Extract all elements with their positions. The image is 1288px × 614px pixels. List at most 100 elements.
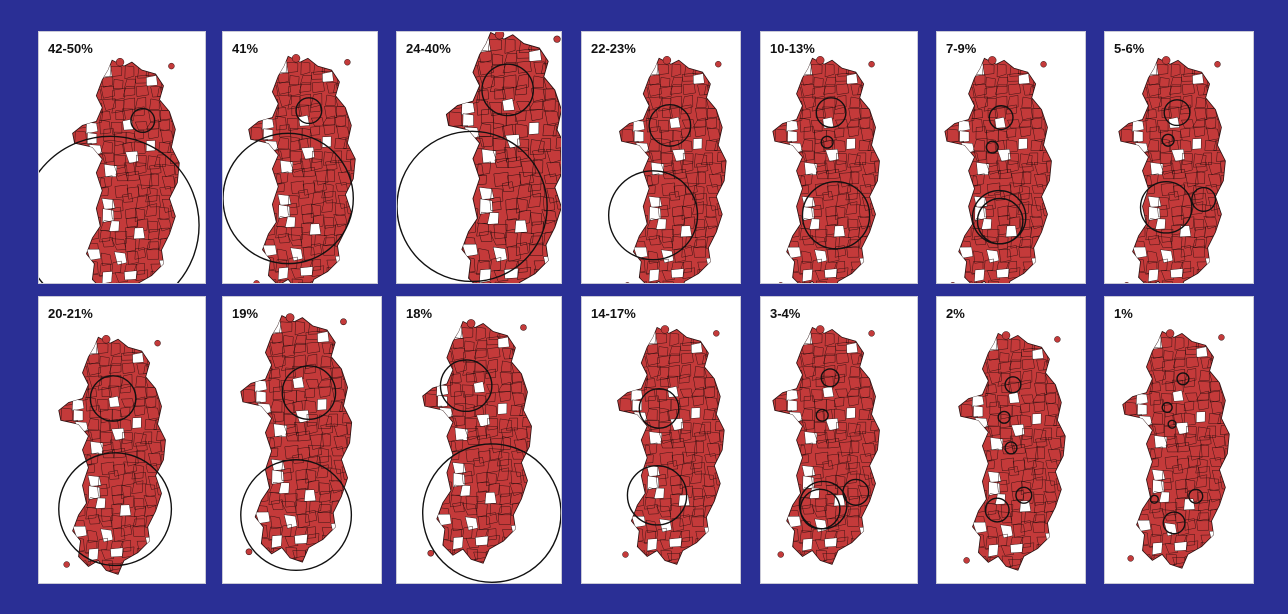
cluster-circle	[58, 452, 173, 567]
islet	[520, 324, 527, 331]
islet	[622, 551, 629, 558]
islet	[553, 35, 561, 43]
islet	[950, 282, 956, 283]
cluster-circle	[397, 130, 548, 283]
islet	[816, 56, 825, 65]
cluster-circle	[240, 459, 353, 572]
sardinia-map	[772, 325, 880, 565]
cluster-circle	[820, 368, 840, 388]
cluster-circle	[1004, 441, 1018, 455]
cluster-circle	[223, 132, 354, 265]
islet	[1218, 334, 1225, 341]
cluster-circle	[1163, 99, 1191, 127]
cluster-circle	[638, 387, 680, 429]
panel-label: 42-50%	[48, 41, 93, 56]
cluster-circle	[988, 105, 1014, 131]
cluster-circle	[799, 488, 841, 530]
cluster-circle	[1149, 494, 1159, 504]
panel-label: 7-9%	[946, 41, 977, 56]
panel-label: 5-6%	[1114, 41, 1145, 56]
cluster-circle	[1161, 133, 1175, 147]
islet	[713, 330, 720, 337]
islet	[625, 282, 630, 283]
island-land	[617, 326, 725, 565]
panel-label: 19%	[232, 306, 259, 321]
cluster-circle	[1015, 486, 1033, 504]
panel-label: 20-21%	[48, 306, 93, 321]
islet	[660, 325, 670, 334]
sardinia-map	[397, 32, 561, 283]
sardinia-map	[58, 335, 173, 575]
islet	[63, 561, 70, 568]
sardinia-map	[422, 319, 561, 583]
cluster-circle	[422, 443, 561, 583]
islet	[115, 57, 125, 67]
map-panel-24-40: 24-40%	[396, 31, 562, 284]
panel-label: 22-23%	[591, 41, 636, 56]
islet	[344, 59, 351, 66]
sardinia-map	[772, 56, 880, 283]
islet	[715, 60, 722, 68]
sardinia-map	[1122, 329, 1230, 569]
cluster-circle	[985, 140, 999, 154]
islet	[340, 318, 347, 326]
islet	[285, 313, 295, 322]
cluster-circle	[976, 197, 1024, 245]
islet	[494, 32, 505, 40]
panel-label: 10-13%	[770, 41, 815, 56]
islet	[963, 557, 970, 564]
islet	[1127, 555, 1134, 562]
sardinia-map	[958, 331, 1066, 571]
cluster-circle	[1188, 488, 1204, 504]
islet	[988, 56, 997, 65]
map-panel-20-21: 20-21%	[38, 296, 206, 584]
panel-label: 2%	[946, 306, 965, 321]
cluster-circle	[1167, 419, 1177, 429]
map-panel-22-23: 22-23%	[581, 31, 741, 284]
panel-label: 41%	[232, 41, 259, 56]
cluster-circle	[607, 170, 699, 261]
islet	[168, 62, 175, 70]
map-panel-5-6: 5-6%	[1104, 31, 1254, 284]
cluster-circle	[1139, 180, 1193, 234]
map-panel-41: 41%	[222, 31, 378, 284]
islet	[868, 330, 875, 337]
panel-label: 24-40%	[406, 41, 451, 56]
map-panel-18: 18%	[396, 296, 562, 584]
sardinia-map	[39, 57, 200, 283]
cluster-circle	[481, 63, 535, 117]
cluster-circle	[842, 478, 870, 506]
cluster-circle	[281, 365, 337, 420]
islet	[101, 335, 111, 344]
sardinia-map	[617, 325, 725, 565]
islet	[154, 339, 161, 347]
islet	[1165, 329, 1175, 338]
sardinia-map	[223, 54, 356, 283]
map-panel-7-9: 7-9%	[936, 31, 1086, 284]
islet	[777, 551, 784, 558]
cluster-circle	[997, 410, 1011, 424]
cluster-circle	[439, 359, 493, 413]
islet	[1161, 56, 1171, 65]
islet	[662, 56, 672, 65]
cluster-circle	[1161, 401, 1173, 414]
cluster-circle	[815, 97, 847, 129]
cluster-circle	[295, 97, 323, 125]
sardinia-map	[240, 313, 353, 572]
cluster-circle	[648, 103, 692, 147]
island-land	[422, 320, 532, 564]
map-panel-14-17: 14-17%	[581, 296, 741, 584]
cluster-circle	[1191, 186, 1217, 212]
cluster-circle	[984, 497, 1010, 523]
islet	[253, 280, 260, 283]
islet	[427, 549, 435, 557]
map-panel-10-13: 10-13%	[760, 31, 918, 284]
sardinia-map	[944, 56, 1052, 283]
island-land	[72, 59, 180, 283]
panel-label: 18%	[406, 306, 433, 321]
islet	[1054, 336, 1061, 343]
island-land	[58, 336, 166, 575]
map-panel-42-50: 42-50%	[38, 31, 206, 284]
map-panel-3-4: 3-4%	[760, 296, 918, 584]
